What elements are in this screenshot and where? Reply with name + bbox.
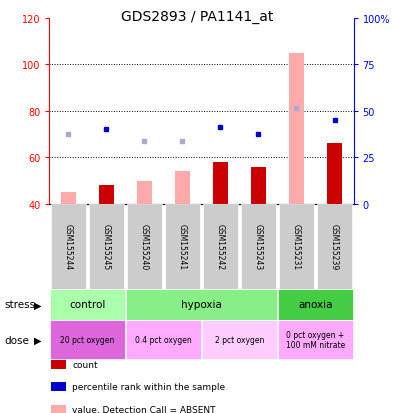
Text: ▶: ▶ — [34, 299, 41, 310]
Text: GSM155242: GSM155242 — [216, 224, 225, 270]
Text: dose: dose — [4, 335, 29, 345]
Bar — [289, 53, 304, 204]
Text: count: count — [72, 360, 98, 369]
Text: hypoxia: hypoxia — [181, 299, 222, 310]
Text: percentile rank within the sample: percentile rank within the sample — [72, 382, 226, 392]
Bar — [213, 163, 228, 204]
Text: 20 pct oxygen: 20 pct oxygen — [60, 335, 115, 344]
Text: GSM155241: GSM155241 — [178, 224, 187, 270]
Text: 0.4 pct oxygen: 0.4 pct oxygen — [135, 335, 192, 344]
Text: GSM155231: GSM155231 — [292, 224, 301, 270]
Bar — [175, 172, 190, 204]
Text: GSM155240: GSM155240 — [140, 224, 149, 270]
Text: control: control — [69, 299, 105, 310]
Bar — [99, 186, 114, 204]
Text: 0 pct oxygen +
100 mM nitrate: 0 pct oxygen + 100 mM nitrate — [286, 330, 345, 349]
Text: ▶: ▶ — [34, 335, 41, 345]
Text: GSM155244: GSM155244 — [64, 224, 73, 270]
Text: stress: stress — [4, 299, 35, 310]
Text: GDS2893 / PA1141_at: GDS2893 / PA1141_at — [121, 10, 274, 24]
Bar — [137, 181, 152, 204]
Text: value, Detection Call = ABSENT: value, Detection Call = ABSENT — [72, 405, 216, 413]
Bar — [327, 144, 342, 204]
Bar — [61, 193, 76, 204]
Text: anoxia: anoxia — [298, 299, 333, 310]
Text: GSM155239: GSM155239 — [330, 224, 339, 270]
Bar — [251, 167, 266, 204]
Text: 2 pct oxygen: 2 pct oxygen — [215, 335, 264, 344]
Text: GSM155245: GSM155245 — [102, 224, 111, 270]
Text: GSM155243: GSM155243 — [254, 224, 263, 270]
